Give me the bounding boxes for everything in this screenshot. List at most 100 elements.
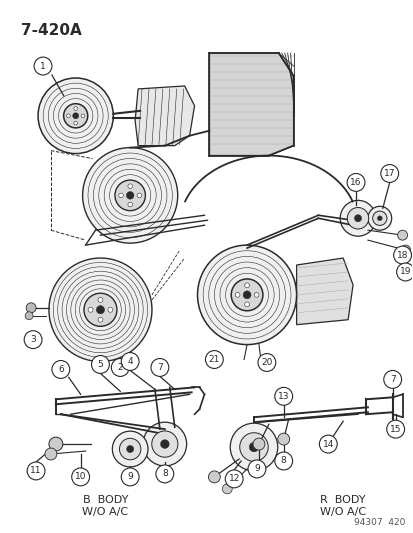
Circle shape <box>393 246 411 264</box>
Circle shape <box>98 297 103 302</box>
Circle shape <box>230 423 277 471</box>
Text: 18: 18 <box>396 251 407 260</box>
Circle shape <box>115 180 145 211</box>
Circle shape <box>45 448 57 460</box>
Circle shape <box>49 437 63 451</box>
Circle shape <box>244 283 249 288</box>
Circle shape <box>71 468 89 486</box>
Circle shape <box>108 308 113 312</box>
Circle shape <box>396 230 406 240</box>
Circle shape <box>244 302 249 307</box>
Circle shape <box>208 471 220 483</box>
Text: 7: 7 <box>157 363 162 372</box>
Circle shape <box>25 312 33 320</box>
Circle shape <box>137 193 141 198</box>
Circle shape <box>152 431 178 457</box>
Circle shape <box>112 431 147 467</box>
Circle shape <box>160 440 169 448</box>
Polygon shape <box>296 258 352 325</box>
Circle shape <box>346 173 364 191</box>
Text: 16: 16 <box>349 178 361 187</box>
Circle shape <box>230 279 262 311</box>
Circle shape <box>277 433 289 445</box>
Circle shape <box>91 356 109 374</box>
Circle shape <box>205 351 223 368</box>
Circle shape <box>52 360 69 378</box>
Circle shape <box>83 148 177 243</box>
Text: R  BODY: R BODY <box>320 495 365 505</box>
Text: 3: 3 <box>30 335 36 344</box>
Circle shape <box>156 465 173 483</box>
Circle shape <box>239 433 268 462</box>
Text: 9: 9 <box>254 464 259 473</box>
Circle shape <box>377 216 381 221</box>
Text: 12: 12 <box>228 474 239 483</box>
Circle shape <box>225 470 242 488</box>
Circle shape <box>347 207 368 229</box>
Text: 14: 14 <box>322 440 333 449</box>
Text: 11: 11 <box>30 466 42 475</box>
Text: 9: 9 <box>127 472 133 481</box>
Circle shape <box>367 206 391 230</box>
Circle shape <box>88 308 93 312</box>
Circle shape <box>197 245 296 345</box>
Circle shape <box>98 317 103 322</box>
Circle shape <box>143 422 186 466</box>
Text: 8: 8 <box>280 456 286 465</box>
Circle shape <box>74 121 77 125</box>
Text: 5: 5 <box>97 360 103 369</box>
Circle shape <box>252 438 264 450</box>
Circle shape <box>222 484 232 494</box>
Circle shape <box>64 104 88 128</box>
Circle shape <box>274 387 292 405</box>
Text: W/O A/C: W/O A/C <box>319 507 366 516</box>
Text: 2: 2 <box>117 363 123 372</box>
Text: 6: 6 <box>58 365 64 374</box>
Text: 8: 8 <box>161 470 167 479</box>
Circle shape <box>24 330 42 349</box>
Circle shape <box>372 211 386 225</box>
Text: W/O A/C: W/O A/C <box>82 507 128 516</box>
Circle shape <box>27 462 45 480</box>
Circle shape <box>84 293 116 326</box>
Circle shape <box>49 258 152 361</box>
Circle shape <box>386 420 404 438</box>
Circle shape <box>339 200 375 236</box>
Circle shape <box>126 191 134 199</box>
Circle shape <box>128 184 132 189</box>
Text: 10: 10 <box>75 472 86 481</box>
Circle shape <box>247 460 265 478</box>
Circle shape <box>128 202 132 207</box>
Polygon shape <box>135 86 194 146</box>
Circle shape <box>383 370 401 389</box>
Circle shape <box>126 446 133 453</box>
Text: 7: 7 <box>389 375 394 384</box>
Circle shape <box>151 359 169 376</box>
Text: 4: 4 <box>127 357 133 366</box>
Text: 21: 21 <box>208 355 220 364</box>
Text: 7-420A: 7-420A <box>21 23 82 38</box>
Circle shape <box>121 468 139 486</box>
Text: 13: 13 <box>277 392 289 401</box>
Circle shape <box>111 359 129 376</box>
Text: 94307  420: 94307 420 <box>354 518 405 527</box>
Circle shape <box>73 113 78 119</box>
Text: 19: 19 <box>399 268 411 277</box>
Circle shape <box>242 291 250 299</box>
Circle shape <box>354 215 361 222</box>
Circle shape <box>396 263 413 281</box>
Circle shape <box>119 193 123 198</box>
Circle shape <box>96 305 104 314</box>
Text: 15: 15 <box>389 425 401 434</box>
Circle shape <box>26 303 36 313</box>
Circle shape <box>254 293 258 297</box>
Circle shape <box>257 353 275 372</box>
Circle shape <box>235 293 240 297</box>
Text: 17: 17 <box>383 169 394 178</box>
Circle shape <box>274 452 292 470</box>
Text: 20: 20 <box>261 358 272 367</box>
Circle shape <box>38 78 113 154</box>
Polygon shape <box>209 53 293 156</box>
Circle shape <box>81 114 85 118</box>
Circle shape <box>119 438 140 460</box>
